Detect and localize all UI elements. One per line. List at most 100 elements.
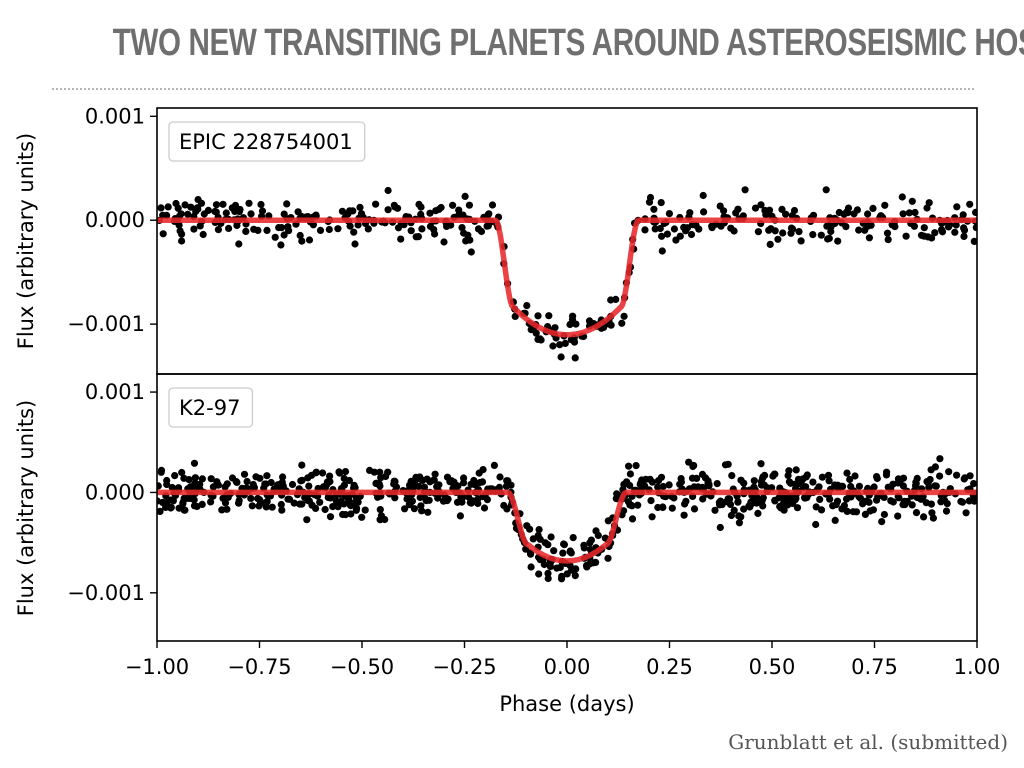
data-point	[831, 516, 839, 525]
data-point	[942, 507, 951, 515]
data-point	[288, 480, 297, 489]
data-point	[544, 569, 552, 578]
data-point	[727, 511, 736, 520]
data-point	[407, 227, 415, 235]
data-point	[734, 498, 742, 506]
data-point	[849, 508, 857, 516]
data-point	[303, 516, 311, 524]
data-point	[632, 462, 640, 470]
data-point	[249, 480, 257, 489]
data-point	[626, 470, 635, 478]
data-point	[670, 494, 678, 502]
data-point	[912, 480, 920, 488]
data-point	[809, 231, 817, 239]
data-point	[818, 473, 827, 481]
data-point	[959, 211, 967, 219]
data-point	[425, 496, 433, 504]
data-point	[332, 497, 340, 505]
data-point	[856, 494, 865, 502]
data-point	[793, 504, 802, 512]
data-point	[557, 353, 565, 361]
data-point	[429, 476, 438, 484]
panel-label: K2-97	[168, 387, 254, 428]
data-point	[770, 470, 779, 478]
title-divider	[52, 88, 974, 90]
data-point	[972, 224, 977, 232]
data-point	[346, 501, 354, 509]
data-point	[432, 207, 440, 215]
y-tick-label: 0.001	[85, 104, 145, 128]
data-point	[351, 240, 359, 248]
data-point	[797, 237, 805, 245]
data-point	[544, 541, 552, 549]
data-point	[496, 473, 504, 481]
data-point	[280, 210, 288, 218]
data-point	[341, 468, 350, 476]
data-point	[212, 201, 221, 209]
data-point	[179, 499, 187, 507]
data-point	[262, 503, 270, 511]
data-point	[726, 500, 735, 508]
data-point	[346, 222, 354, 230]
data-point	[657, 473, 666, 481]
data-point	[321, 505, 329, 514]
data-point	[410, 483, 418, 491]
data-point	[323, 478, 331, 486]
data-point	[245, 199, 253, 207]
data-point	[263, 226, 271, 234]
data-point	[416, 493, 424, 502]
data-point	[812, 520, 820, 529]
data-point	[690, 483, 698, 491]
data-point	[612, 295, 620, 303]
data-point	[625, 462, 633, 470]
data-point	[855, 226, 863, 234]
data-point	[277, 241, 285, 249]
data-point	[235, 240, 243, 248]
data-point	[391, 477, 399, 486]
data-point	[384, 206, 392, 214]
y-tick-label: 0.001	[85, 380, 145, 404]
data-point	[650, 205, 658, 213]
data-point	[960, 232, 968, 240]
citation: Grunblatt et al. (submitted)	[728, 730, 1008, 754]
data-point	[928, 509, 936, 517]
data-point	[199, 230, 207, 239]
data-point	[682, 497, 690, 505]
data-point	[377, 474, 385, 482]
data-point	[207, 498, 215, 506]
data-point	[540, 560, 548, 569]
data-point	[431, 470, 439, 478]
data-point	[822, 186, 830, 194]
data-point	[659, 482, 667, 491]
data-point	[218, 506, 226, 514]
data-point	[865, 498, 873, 506]
data-point	[759, 494, 767, 502]
data-point	[412, 233, 420, 241]
data-point	[440, 238, 448, 246]
data-point	[426, 222, 435, 230]
data-point	[802, 483, 810, 491]
data-point	[364, 225, 372, 233]
data-point	[628, 515, 637, 523]
data-point	[391, 494, 399, 502]
data-point	[927, 500, 936, 508]
x-tick-label: −0.75	[227, 655, 291, 679]
data-point	[728, 472, 736, 480]
data-point	[784, 495, 792, 503]
data-point	[298, 461, 306, 469]
data-point	[243, 477, 251, 486]
data-point	[757, 481, 766, 489]
data-point	[336, 469, 344, 477]
data-point	[641, 226, 649, 234]
data-point	[966, 200, 974, 208]
data-point	[163, 211, 171, 219]
data-point	[943, 500, 951, 508]
data-point	[480, 504, 489, 512]
data-point	[275, 224, 283, 232]
data-point	[350, 481, 358, 489]
data-point	[403, 495, 411, 503]
data-point	[248, 502, 256, 510]
data-point	[946, 221, 954, 229]
data-point	[476, 479, 484, 487]
data-point	[937, 498, 945, 506]
